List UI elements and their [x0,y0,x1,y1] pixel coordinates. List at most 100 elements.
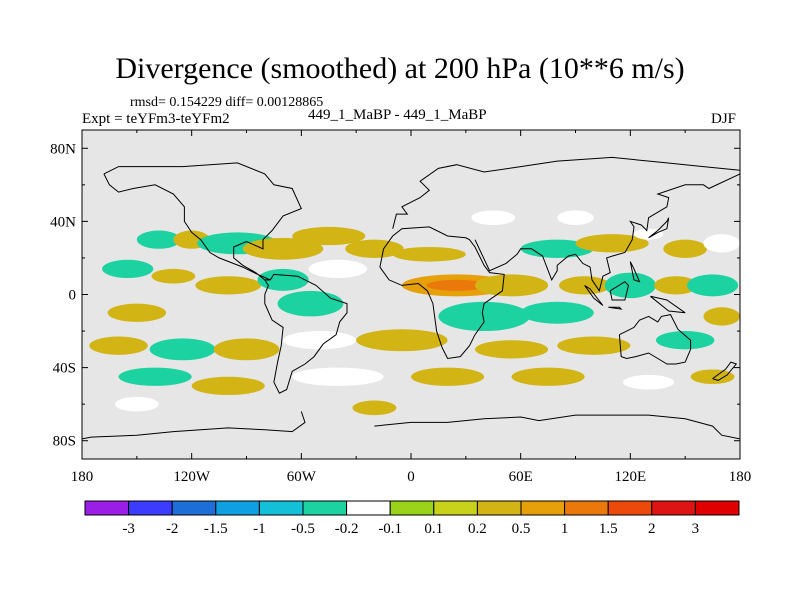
colorbar-label: -0.5 [291,521,315,537]
colorbar-label: 1.5 [599,521,618,537]
coastline-13 [629,261,641,283]
colorbar-box-12 [607,500,653,516]
x-tick-label: 60W [287,469,317,485]
colorbar-label: 0.1 [424,521,443,537]
coastline-5 [618,314,692,365]
y-tick-label: 40S [53,361,76,377]
colorbar-box-8 [433,500,478,516]
experiment-label: Expt = teYFm3-teYFm2 [82,111,230,127]
contour-region-27 [557,210,594,226]
colorbar-label: 0.5 [512,521,531,537]
colorbar-box-5 [302,500,348,516]
contour-region-13 [392,246,466,262]
contour-region-30 [149,338,216,361]
coastline-6 [82,411,306,440]
coastlines [82,156,740,440]
coastline-3 [392,156,740,229]
colorbar-box-0 [84,500,130,516]
coastline-7 [374,414,740,440]
colorbar-labels: -3 -2 -1.5 -1 -0.5 -0.2 -0.1 0.1 0.2 0.5 1 1.5 2 3 [122,521,699,537]
contour-region-33 [356,329,448,352]
contour-region-10 [277,290,344,317]
coastline-11 [650,295,686,314]
x-tick-label: 0 [407,469,415,485]
contour-region-45 [352,400,397,416]
colorbar-box-10 [520,500,566,516]
colorbar-label: -0.1 [378,521,402,537]
contour-region-26 [471,210,516,226]
y-tick-label: 80N [50,141,76,157]
contour-region-35 [557,336,631,355]
colorbar-box-14 [694,500,740,516]
rmsd-diff-stats: rmsd= 0.154229 diff= 0.00128865 [130,95,324,110]
colorbar-label: -1.5 [204,521,228,537]
contour-region-24 [663,239,708,258]
contour-region-37 [703,307,740,326]
contour-region-1 [107,303,167,322]
x-axis-labels: 180 120W 60W 0 60E 120E 180 [71,469,752,485]
chart-title: Divergence (smoothed) at 200 hPa (10**6 … [115,52,685,85]
contour-region-25 [703,234,740,253]
contour-region-21 [686,274,739,297]
contour-region-34 [474,340,549,359]
contour-region-6 [292,226,366,246]
colorbar-label: -0.2 [335,521,359,537]
colorbar-label: 0.2 [468,521,487,537]
contour-region-20 [654,276,698,295]
divergence-contours [89,210,740,416]
y-tick-label: 80S [53,434,76,450]
y-axis-labels: 80N 40N 0 40S 80S [50,141,76,449]
colorbar-label: -2 [166,521,179,537]
contour-region-15 [474,274,549,297]
coastline-9 [608,306,623,310]
contour-region-23 [575,234,649,253]
colorbar-box-9 [476,500,522,516]
x-tick-label: 60E [509,469,533,485]
colorbar-label: -1 [253,521,266,537]
contour-region-40 [292,367,384,386]
colorbar-box-4 [258,500,304,516]
contour-region-2 [136,230,181,249]
case-comparison-label: 449_1_MaBP - 449_1_MaBP [308,107,487,123]
contour-region-19 [604,272,656,299]
y-tick-label: 0 [69,288,77,304]
contour-region-44 [690,369,735,385]
contour-region-31 [213,338,280,361]
colorbar-box-6 [346,500,391,516]
colorbar-box-11 [564,500,609,516]
x-tick-label: 120E [614,469,646,485]
contour-region-11 [308,259,368,279]
coastline-14 [712,361,738,381]
colorbar-box-7 [389,500,435,516]
contour-region-38 [118,367,192,386]
contour-region-12 [345,239,404,258]
colorbar-box-13 [651,500,696,516]
colorbar-box-3 [215,500,260,516]
colorbar-label: 2 [648,521,656,537]
x-tick-label: 120W [173,469,211,485]
colorbar-label: 1 [561,521,569,537]
coastline-2 [379,226,505,360]
contour-region-0 [102,259,154,279]
contour-region-9 [257,268,309,291]
season-label: DJF [711,111,737,127]
contour-region-7 [151,268,196,284]
x-tick-label: 180 [71,469,94,485]
contour-region-42 [511,367,585,386]
contour-region-8 [195,276,262,295]
colorbar [84,500,740,516]
y-tick-label: 40N [50,214,76,230]
contour-region-32 [283,331,357,350]
contour-region-29 [89,336,148,355]
contour-region-16 [438,301,530,332]
contour-region-43 [623,374,675,390]
contour-region-39 [191,376,265,396]
contour-region-17 [520,301,594,324]
colorbar-box-2 [171,500,217,516]
contour-core-14 [426,279,487,291]
coastline-0 [103,162,302,281]
colorbar-label: 3 [692,521,700,537]
coastline-4 [474,173,740,293]
coastline-12 [648,217,670,239]
